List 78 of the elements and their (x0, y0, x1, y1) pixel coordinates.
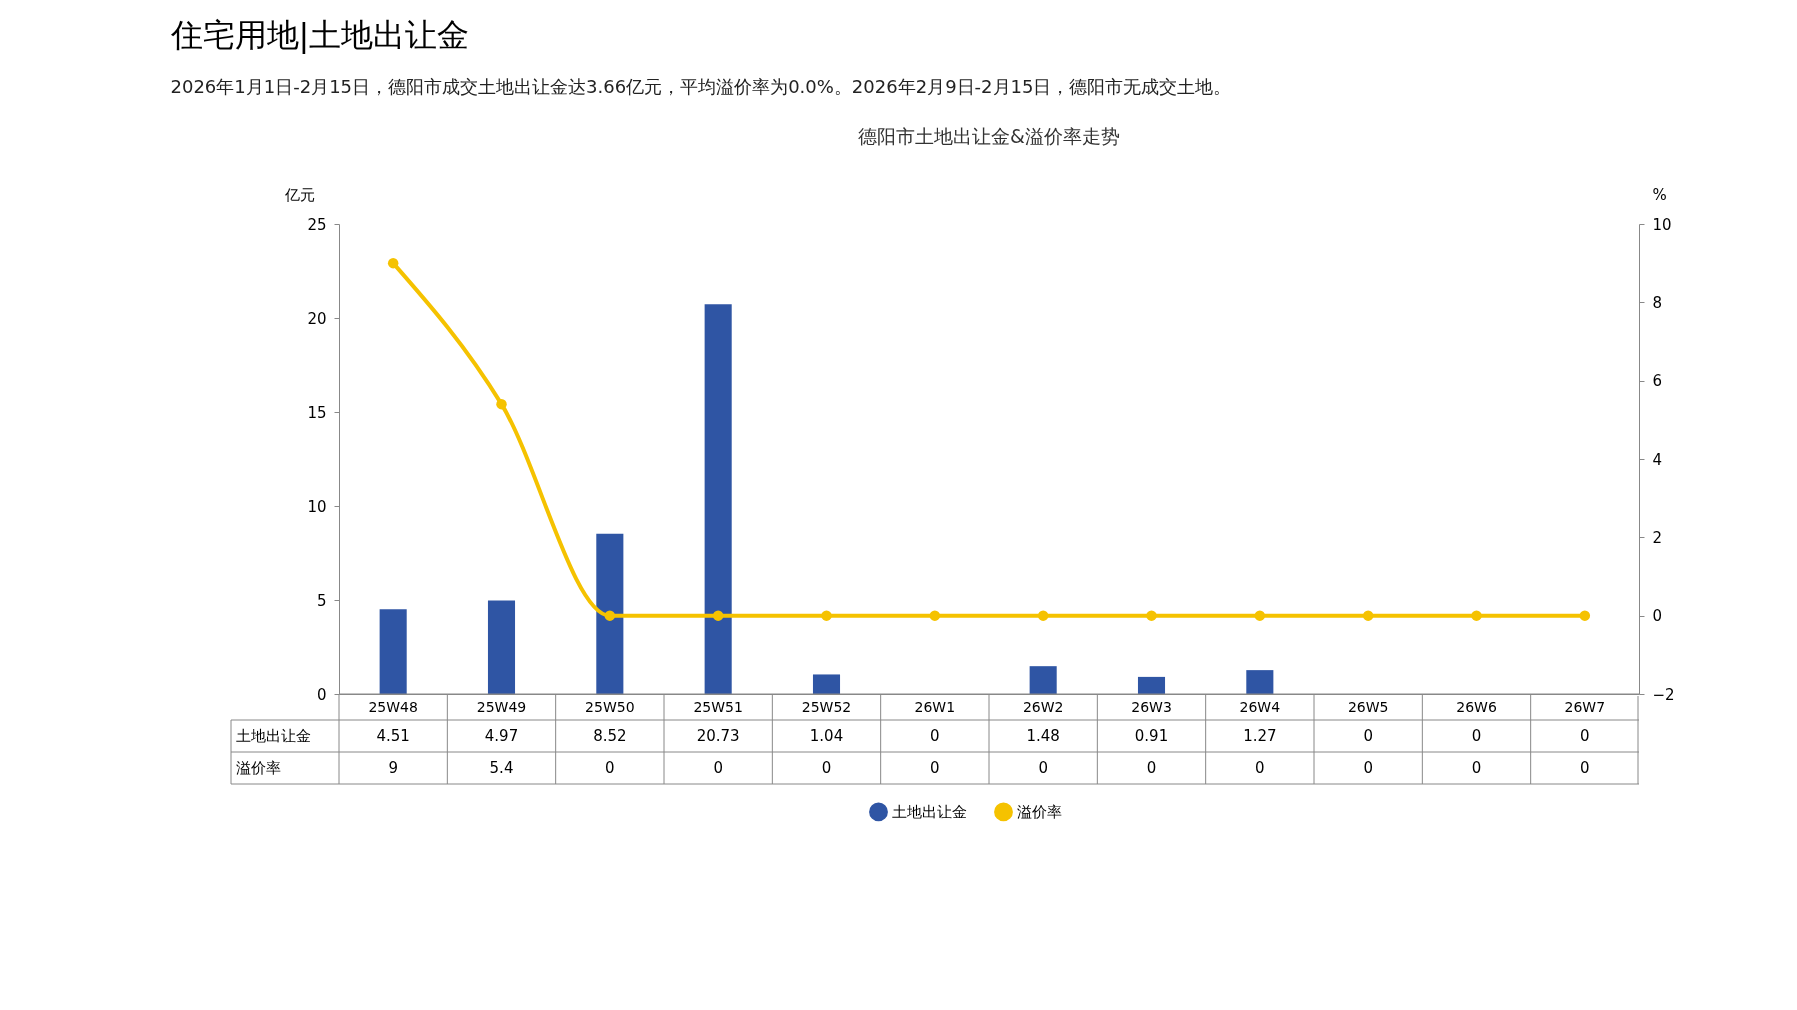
text: 溢价率 (236, 759, 281, 777)
data-label: 0 (1471, 759, 1482, 777)
data-label: 0 (1146, 759, 1157, 777)
data-label: 0 (930, 727, 940, 745)
y2-tick-label: 8 (1652, 293, 1663, 312)
x-tick-label: 26W2 (1022, 698, 1064, 715)
y2-axis-title: % (1652, 185, 1667, 204)
data-label: 0 (821, 759, 832, 777)
data-label: 1.27 (1243, 727, 1277, 745)
point (821, 610, 832, 621)
bar (1029, 666, 1057, 694)
point (712, 610, 724, 621)
bar (596, 533, 624, 694)
y-tick-label: 25 (307, 215, 327, 234)
bar (812, 674, 841, 694)
data-label: 0.91 (1134, 727, 1169, 745)
x-tick-label: 26W3 (1131, 698, 1172, 715)
bar (1246, 670, 1274, 694)
bar (487, 600, 516, 694)
data-label: 0 (1580, 727, 1590, 745)
y-tick-label: 5 (316, 591, 327, 610)
y2-tick-label: 10 (1652, 215, 1672, 234)
point (496, 398, 507, 410)
data-label: 20.73 (696, 727, 740, 745)
text: 住宅用地|土地出让金 (169, 16, 470, 54)
y2-tick-label: 2 (1652, 528, 1663, 547)
data-label: 4.97 (484, 727, 519, 745)
point (604, 610, 616, 621)
chart-title: 德阳市土地出让金&溢价率走势 (858, 125, 1120, 147)
point (387, 257, 399, 269)
data-label: 0 (713, 759, 723, 777)
bar (379, 609, 407, 694)
x-tick-label: 26W1 (914, 698, 956, 715)
data-label: 0 (605, 759, 615, 777)
y2-tick-label: 0 (1652, 607, 1663, 626)
x-tick-label: 25W48 (368, 698, 418, 715)
y-tick-label: 10 (307, 497, 327, 516)
y-axis-title: 亿元 (283, 185, 315, 204)
data-label: 0 (1363, 759, 1373, 777)
bar (1137, 676, 1166, 694)
point (1254, 610, 1266, 621)
y2-tick-label: −2 (1652, 685, 1675, 704)
y-tick-label: 15 (307, 403, 327, 422)
x-tick-label: 25W50 (585, 698, 635, 715)
x-tick-label: 25W52 (801, 698, 852, 715)
point (1579, 610, 1591, 621)
data-label: 0 (1580, 759, 1590, 777)
x-tick-label: 25W51 (693, 698, 743, 715)
point (929, 610, 941, 621)
data-label: 0 (1363, 727, 1373, 745)
data-label: 9 (388, 759, 398, 777)
text: 2026年1月1日-2月15日，德阳市成交土地出让金达3.66亿元，平均溢价率为0.0%。2026年2月9日-2月15日，德阳市无成交土地。 (170, 76, 1232, 97)
legend-label: 溢价率 (1017, 802, 1062, 821)
legend-label: 土地出让金 (892, 802, 967, 821)
y2-tick-label: 4 (1652, 450, 1663, 469)
bar (704, 304, 732, 694)
point (1471, 610, 1482, 621)
x-tick-label: 26W4 (1239, 698, 1281, 715)
data-label: 0 (930, 759, 940, 777)
data-label: 0 (1038, 759, 1048, 777)
data-label: 8.52 (593, 727, 627, 745)
y-tick-label: 20 (307, 309, 327, 328)
data-label: 1.04 (809, 727, 844, 745)
point (1146, 610, 1157, 621)
data-label: 5.4 (489, 759, 514, 777)
y-tick-label: 0 (316, 685, 327, 704)
x-tick-label: 26W5 (1347, 698, 1389, 715)
text: 土地出让金 (236, 727, 311, 745)
x-tick-label: 26W6 (1456, 698, 1497, 715)
data-label: 0 (1471, 727, 1482, 745)
x-tick-label: 26W7 (1564, 698, 1606, 715)
data-label: 1.48 (1026, 727, 1060, 745)
point (1362, 610, 1374, 621)
y2-tick-label: 6 (1652, 372, 1663, 391)
x-tick-label: 25W49 (476, 698, 527, 715)
data-label: 4.51 (376, 727, 410, 745)
data-label: 0 (1255, 759, 1265, 777)
point (1037, 610, 1049, 621)
